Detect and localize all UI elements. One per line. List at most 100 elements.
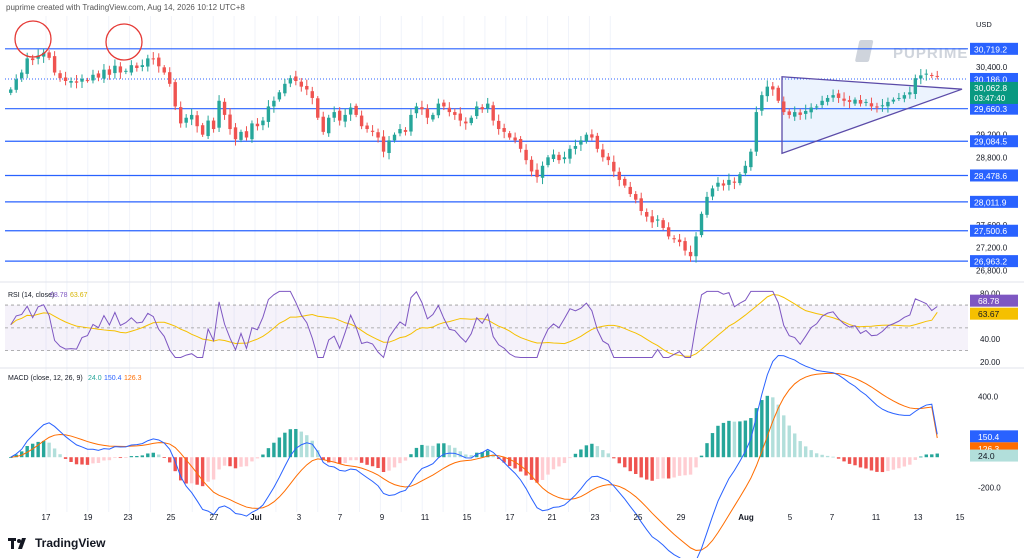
- rsi-value-tag: [970, 294, 1018, 307]
- candle: [672, 238, 676, 240]
- candle: [798, 112, 802, 115]
- macd-histogram-bar: [842, 457, 846, 462]
- macd-histogram-bar: [573, 453, 578, 458]
- candle: [661, 220, 665, 228]
- rsi-value-tag: [970, 307, 1018, 320]
- macd-histogram-bar: [584, 445, 589, 458]
- level-price-tag: [970, 169, 1018, 182]
- candle: [590, 134, 594, 138]
- candle: [644, 212, 649, 217]
- macd-histogram-bar: [255, 457, 260, 459]
- candle: [475, 106, 479, 117]
- candle: [381, 136, 386, 152]
- macd-histogram-bar: [184, 457, 188, 484]
- candle: [683, 241, 687, 251]
- macd-histogram-bar: [91, 457, 95, 464]
- macd-histogram-bar: [683, 457, 687, 476]
- candle: [91, 74, 95, 81]
- macd-histogram-bar: [518, 457, 523, 472]
- macd-histogram-bar: [52, 448, 57, 458]
- horizontal-levels: [5, 48, 968, 262]
- candle: [217, 100, 221, 128]
- time-tick-label: 15: [463, 513, 472, 522]
- rsi-tick-label: 80.00: [980, 290, 1001, 299]
- macd-histogram-bar: [601, 450, 605, 458]
- candle: [486, 103, 490, 109]
- macd-histogram-bar: [776, 404, 780, 458]
- macd-histogram-bar: [321, 457, 325, 460]
- candle: [902, 95, 907, 99]
- candle: [507, 133, 512, 138]
- macd-histogram-bar: [540, 457, 545, 480]
- price-axis: USD30,400.029,200.028,800.027,600.027,20…: [970, 20, 1018, 493]
- macd-histogram-bar: [47, 442, 51, 458]
- macd-histogram-bar: [688, 457, 693, 475]
- candle: [551, 154, 556, 159]
- candle: [266, 106, 271, 122]
- macd-histogram-bar: [513, 457, 517, 469]
- macd-histogram-bar: [743, 420, 748, 458]
- macd-histogram-bar: [458, 451, 462, 458]
- macd-histogram-bar: [447, 445, 452, 458]
- time-tick-label: 21: [548, 513, 557, 522]
- candle: [562, 157, 567, 160]
- candle: [403, 130, 408, 132]
- time-tick-label: Aug: [738, 513, 754, 522]
- candle: [891, 99, 896, 102]
- candle: [705, 196, 709, 215]
- candle: [63, 77, 68, 81]
- time-tick-label: 9: [380, 513, 385, 522]
- watermark: PUPRIME: [855, 40, 968, 62]
- macd-histogram-bar: [924, 454, 928, 458]
- macd-histogram-bar: [557, 457, 561, 467]
- candle: [233, 127, 238, 140]
- candle: [146, 58, 150, 67]
- macd-histogram-bar: [699, 455, 704, 458]
- candle: [255, 123, 260, 127]
- macd-histogram-bar: [332, 457, 336, 463]
- candle: [738, 174, 742, 184]
- candle: [820, 100, 824, 106]
- macd-tick-label: 400.0: [978, 392, 999, 401]
- candle: [666, 227, 671, 237]
- candle: [776, 87, 780, 101]
- rsi-line: [10, 290, 938, 359]
- candle: [239, 131, 243, 140]
- countdown-label: 03:47:40: [974, 94, 1006, 103]
- macd-histogram-bar: [217, 457, 221, 470]
- macd-histogram-bar: [244, 457, 249, 467]
- macd-line: [10, 355, 938, 558]
- candle: [546, 157, 550, 166]
- macd-value-tag-label: 24.0: [978, 451, 995, 461]
- candle: [853, 99, 857, 104]
- candle: [886, 101, 890, 107]
- watermark-text: PUPRIME: [893, 45, 968, 62]
- rsi-tick-label: 20.00: [980, 358, 1001, 367]
- candle: [96, 73, 101, 78]
- macd-histogram-bar: [305, 435, 309, 458]
- candle: [458, 113, 462, 121]
- candle: [327, 117, 331, 134]
- candle: [529, 159, 534, 172]
- macd-histogram-bar: [908, 457, 912, 465]
- candle: [365, 125, 369, 130]
- macd-histogram-bar: [222, 457, 227, 466]
- candle: [244, 131, 249, 138]
- candle: [447, 107, 452, 113]
- macd-histogram-bar: [710, 433, 715, 458]
- candle: [803, 110, 808, 114]
- rsi-value-tag-label: 63.67: [978, 309, 1000, 319]
- macd-histogram-bar: [562, 457, 567, 464]
- candle: [677, 239, 682, 243]
- macd-histogram-bar: [343, 457, 347, 464]
- candle: [409, 114, 413, 132]
- macd-histogram-bar: [206, 457, 210, 482]
- macd-histogram-bar: [568, 457, 572, 459]
- macd-histogram-bar: [272, 442, 276, 458]
- price-tick-label: 28,800.0: [976, 153, 1008, 162]
- time-tick-label: 15: [956, 513, 965, 522]
- macd-histogram-bar: [612, 457, 616, 459]
- candle: [14, 79, 18, 90]
- macd-histogram-bar: [529, 457, 534, 480]
